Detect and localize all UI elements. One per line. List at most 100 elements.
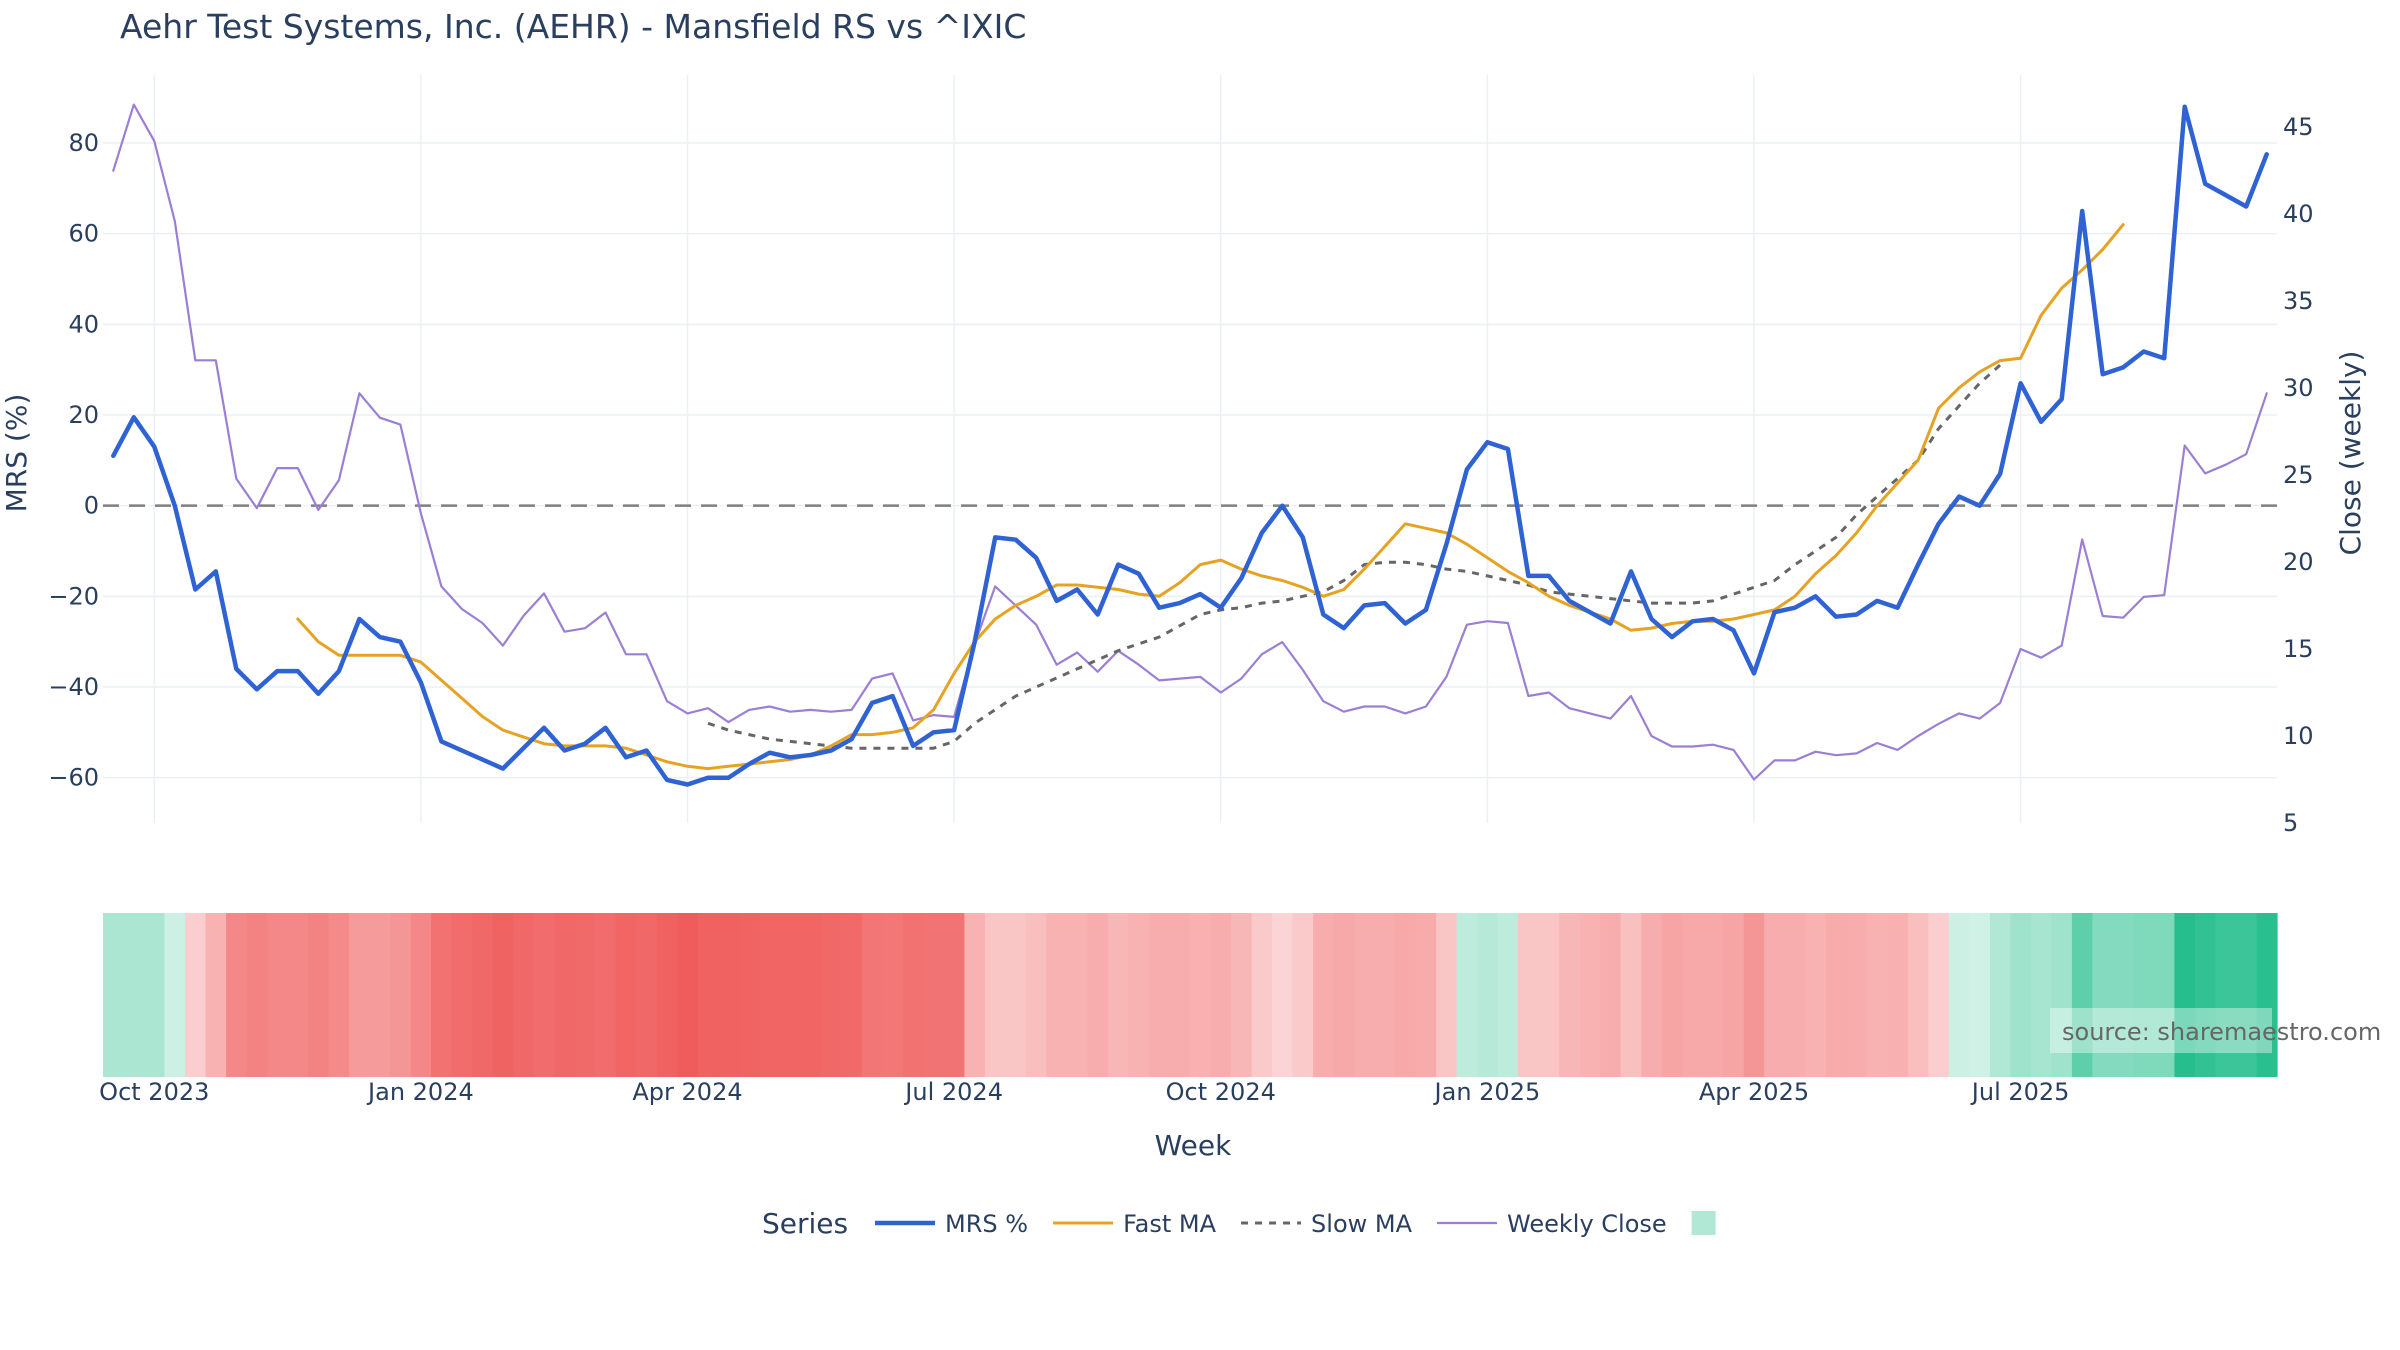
heatmap-cell [1641, 913, 1663, 1077]
heatmap-cell [328, 913, 350, 1077]
heatmap-cell [1948, 913, 1970, 1077]
left-tick-label: 60 [68, 220, 99, 248]
heatmap-cell [677, 913, 699, 1077]
heatmap-cell [574, 913, 596, 1077]
legend-swatch-heatmap [1691, 1211, 1716, 1235]
heatmap-cell [1046, 913, 1068, 1077]
right-tick-label: 35 [2283, 287, 2314, 315]
heatmap-cell [1251, 913, 1273, 1077]
right-tick-label: 25 [2283, 461, 2314, 489]
heatmap-strip [103, 913, 2278, 1077]
heatmap-cell [1066, 913, 1089, 1077]
heatmap-cell [1764, 913, 1786, 1077]
heatmap-cell [410, 913, 432, 1077]
heatmap-cell [636, 913, 658, 1077]
heatmap-cell [554, 913, 576, 1077]
heatmap-cell [1169, 913, 1191, 1077]
source-watermark: source: sharemaestro.com [2050, 1008, 2381, 1053]
heatmap-cell [1682, 913, 1704, 1077]
heatmap-cell [861, 913, 883, 1077]
left-tick-label: −40 [48, 673, 99, 701]
heatmap-cell [1743, 913, 1765, 1077]
heatmap-cell [615, 913, 637, 1077]
heatmap-cell [1784, 913, 1806, 1077]
series-line-weekly-close [112, 103, 2268, 781]
series-lines [111, 103, 2269, 787]
heatmap-cell [1825, 913, 1847, 1077]
source-text: source: sharemaestro.com [2062, 1018, 2381, 1046]
heatmap-cell [1025, 913, 1048, 1077]
heatmap-cell [656, 913, 678, 1077]
heatmap-cell [513, 913, 535, 1077]
heatmap-cell [759, 913, 781, 1077]
legend-item-label: MRS % [945, 1210, 1028, 1238]
legend-item-label: Slow MA [1311, 1210, 1413, 1238]
heatmap-cell [431, 913, 453, 1077]
heatmap-cell [820, 913, 842, 1077]
left-tick-label: 20 [68, 401, 99, 429]
right-tick-label: 10 [2283, 722, 2314, 750]
right-axis-title: Close (weekly) [2334, 351, 2367, 556]
heatmap-cell [2010, 913, 2032, 1077]
right-tick-label: 40 [2283, 200, 2314, 228]
heatmap-cell [1989, 913, 2011, 1077]
heatmap-cell [2215, 913, 2237, 1077]
heatmap-cell [1292, 913, 1314, 1077]
heatmap-cell [1313, 913, 1335, 1077]
left-tick-label: −60 [48, 764, 99, 792]
x-tick-label: Jan 2024 [366, 1078, 474, 1106]
left-tick-label: 80 [68, 129, 99, 157]
left-axis-ticks: 80 60 40 20 0 −20 −40 −60 [48, 129, 99, 792]
heatmap-cell [1497, 913, 1519, 1077]
left-axis-title: MRS (%) [0, 394, 33, 513]
heatmap-cell [841, 913, 863, 1077]
heatmap-cell [595, 913, 617, 1077]
heatmap-cell [2071, 913, 2094, 1077]
x-tick-label: Apr 2024 [632, 1078, 742, 1106]
heatmap-cell [164, 913, 186, 1077]
left-tick-label: −20 [48, 582, 99, 610]
heatmap-cell [2235, 913, 2258, 1077]
heatmap-cell [2194, 913, 2217, 1077]
heatmap-cell [1805, 913, 1827, 1077]
heatmap-cell [1374, 913, 1396, 1077]
heatmap-cell [718, 913, 740, 1077]
heatmap-cell [1436, 913, 1458, 1077]
heatmap-cell [2092, 913, 2114, 1077]
heatmap-cell [1600, 913, 1622, 1077]
heatmap-cell [1846, 913, 1868, 1077]
heatmap-cell [390, 913, 412, 1077]
heatmap-cell [2030, 913, 2052, 1077]
series-line-fast-ma [296, 223, 2125, 771]
x-tick-label: Oct 2023 [99, 1078, 209, 1106]
heatmap-cell [123, 913, 145, 1077]
heatmap-cell [1661, 913, 1683, 1077]
heatmap-cell [1579, 913, 1601, 1077]
heatmap-cell [1620, 913, 1642, 1077]
heatmap-cell [1148, 913, 1171, 1077]
heatmap-cell [1969, 913, 1991, 1077]
heatmap-cell [1415, 913, 1437, 1077]
heatmap-cell [185, 913, 207, 1077]
heatmap-cell [246, 913, 268, 1077]
heatmap-cell [144, 913, 166, 1077]
heatmap-cell [308, 913, 330, 1077]
x-axis-title: Week [1155, 1129, 1232, 1162]
heatmap-cell [902, 913, 924, 1077]
legend-item-label: Weekly Close [1507, 1210, 1667, 1238]
heatmap-cell [1005, 913, 1027, 1077]
left-tick-label: 0 [84, 492, 99, 520]
heatmap-cell [2133, 913, 2155, 1077]
heatmap-cell [533, 913, 555, 1077]
heatmap-cell [1128, 913, 1150, 1077]
heatmap-cell [2153, 913, 2176, 1077]
heatmap-cell [1354, 913, 1376, 1077]
legend-title: Series [762, 1207, 848, 1240]
x-tick-label: Jul 2025 [1970, 1078, 2070, 1106]
heatmap-cell [103, 913, 125, 1077]
heatmap-cell [1272, 913, 1294, 1077]
heatmap-cell [964, 913, 986, 1077]
left-tick-label: 40 [68, 310, 99, 338]
heatmap-cell [287, 913, 309, 1077]
